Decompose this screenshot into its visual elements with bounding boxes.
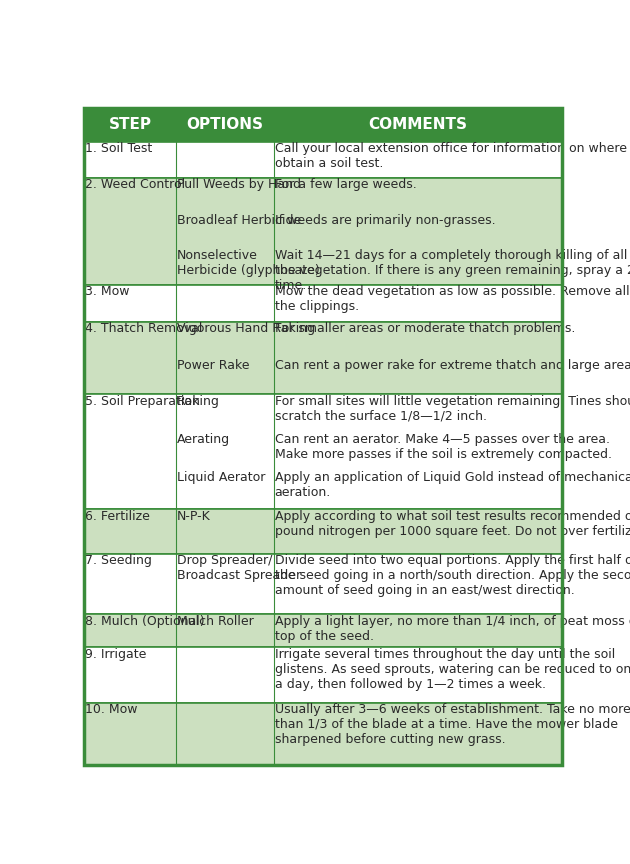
Text: 5. Soil Preparation: 5. Soil Preparation [84, 395, 200, 408]
Text: 6. Fertilize: 6. Fertilize [84, 510, 149, 523]
Text: Apply a light layer, no more than 1/4 inch, of peat moss on
top of the seed.: Apply a light layer, no more than 1/4 in… [275, 614, 630, 643]
Text: STEP: STEP [109, 118, 152, 132]
Text: 8. Mulch (Optional): 8. Mulch (Optional) [84, 614, 204, 627]
Text: Mulch Roller: Mulch Roller [176, 614, 253, 627]
Text: Apply according to what soil test results recommended or 1
pound nitrogen per 10: Apply according to what soil test result… [275, 510, 630, 537]
Text: 1. Soil Test: 1. Soil Test [84, 143, 152, 156]
Bar [84, 614, 561, 647]
Text: Power Rake: Power Rake [176, 359, 249, 372]
Text: Liquid Aerator: Liquid Aerator [176, 471, 265, 485]
Text: Can rent an aerator. Make 4—5 passes over the area.
Make more passes if the soil: Can rent an aerator. Make 4—5 passes ove… [275, 433, 612, 461]
Text: Divide seed into two equal portions. Apply the first half of
the seed going in a: Divide seed into two equal portions. App… [275, 555, 630, 597]
Bar [84, 322, 561, 395]
Bar [84, 702, 561, 765]
Text: Drop Spreader/
Broadcast Spreader: Drop Spreader/ Broadcast Spreader [176, 555, 301, 582]
Text: For a few large weeds.: For a few large weeds. [275, 178, 416, 191]
Text: 3. Mow: 3. Mow [84, 285, 129, 298]
Text: Wait 14—21 days for a completely thorough killing of all
the vegetation. If ther: Wait 14—21 days for a completely thoroug… [275, 250, 630, 293]
Text: COMMENTS: COMMENTS [369, 118, 467, 132]
Text: Raking: Raking [176, 395, 220, 408]
Text: Mow the dead vegetation as low as possible. Remove all
the clippings.: Mow the dead vegetation as low as possib… [275, 285, 629, 313]
Text: 10. Mow: 10. Mow [84, 702, 137, 715]
Text: Aerating: Aerating [176, 433, 230, 446]
Text: Call your local extension office for information on where to
obtain a soil test.: Call your local extension office for inf… [275, 143, 630, 170]
Text: 4. Thatch Removal: 4. Thatch Removal [84, 322, 202, 335]
Text: If weeds are primarily non-grasses.: If weeds are primarily non-grasses. [275, 213, 495, 226]
Text: Apply an application of Liquid Gold instead of mechanical
aeration.: Apply an application of Liquid Gold inst… [275, 471, 630, 499]
Bar [84, 178, 561, 285]
Bar [84, 509, 561, 554]
Text: Can rent a power rake for extreme thatch and large areas.: Can rent a power rake for extreme thatch… [275, 359, 630, 372]
Text: OPTIONS: OPTIONS [186, 118, 264, 132]
Text: Usually after 3—6 weeks of establishment. Take no more
than 1/3 of the blade at : Usually after 3—6 weeks of establishment… [275, 702, 630, 746]
Bar [84, 647, 561, 702]
Bar [84, 554, 561, 614]
Text: 9. Irrigate: 9. Irrigate [84, 648, 146, 661]
Text: For small sites will little vegetation remaining. Tines should
scratch the surfa: For small sites will little vegetation r… [275, 395, 630, 422]
Text: 7. Seeding: 7. Seeding [84, 555, 151, 568]
Text: 2. Weed Control: 2. Weed Control [84, 178, 185, 191]
Text: Pull Weeds by Hand: Pull Weeds by Hand [176, 178, 301, 191]
Text: Irrigate several times throughout the day until the soil
glistens. As seed sprou: Irrigate several times throughout the da… [275, 648, 630, 690]
Bar [84, 285, 561, 322]
Bar [84, 108, 561, 142]
Text: Vigorous Hand Raking: Vigorous Hand Raking [176, 322, 315, 335]
Bar [84, 395, 561, 509]
Text: N-P-K: N-P-K [176, 510, 210, 523]
Text: Nonselective
Herbicide (glyphosate): Nonselective Herbicide (glyphosate) [176, 250, 319, 277]
Text: For smaller areas or moderate thatch problems.: For smaller areas or moderate thatch pro… [275, 322, 575, 335]
Bar [84, 142, 561, 178]
Text: Broadleaf Herbicide: Broadleaf Herbicide [176, 213, 301, 226]
